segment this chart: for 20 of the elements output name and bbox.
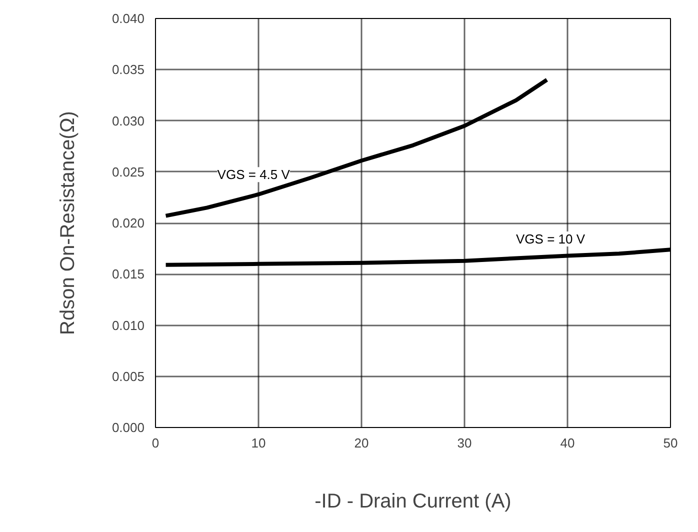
- line-series: [164, 78, 549, 218]
- y-tick-label: 0.020: [112, 216, 145, 230]
- y-tick-label: 0.040: [112, 11, 145, 26]
- y-tick-label: 0.010: [112, 318, 145, 333]
- series-label: VGS = 4.5 V: [217, 167, 290, 182]
- x-axis-title: -ID - Drain Current (A): [314, 490, 512, 512]
- x-tick-label: 40: [560, 436, 575, 450]
- y-axis-title: Rdson On-Resistance(Ω): [56, 111, 79, 335]
- x-tick-label: 50: [663, 436, 678, 450]
- y-tick-label: 0.025: [112, 164, 145, 180]
- y-tick-label: 0.035: [112, 62, 145, 78]
- y-tick-label: 0.030: [112, 113, 145, 128]
- x-tick-label: 30: [457, 436, 472, 450]
- x-tick-label: 10: [251, 436, 266, 450]
- series-label: VGS = 10 V: [516, 232, 586, 247]
- x-tick-label: 0: [152, 436, 160, 450]
- y-tick-label: 0.005: [112, 368, 145, 384]
- x-tick-label: 20: [354, 436, 369, 450]
- y-tick-label: 0.015: [112, 266, 145, 282]
- y-tick-label: 0.000: [112, 420, 145, 435]
